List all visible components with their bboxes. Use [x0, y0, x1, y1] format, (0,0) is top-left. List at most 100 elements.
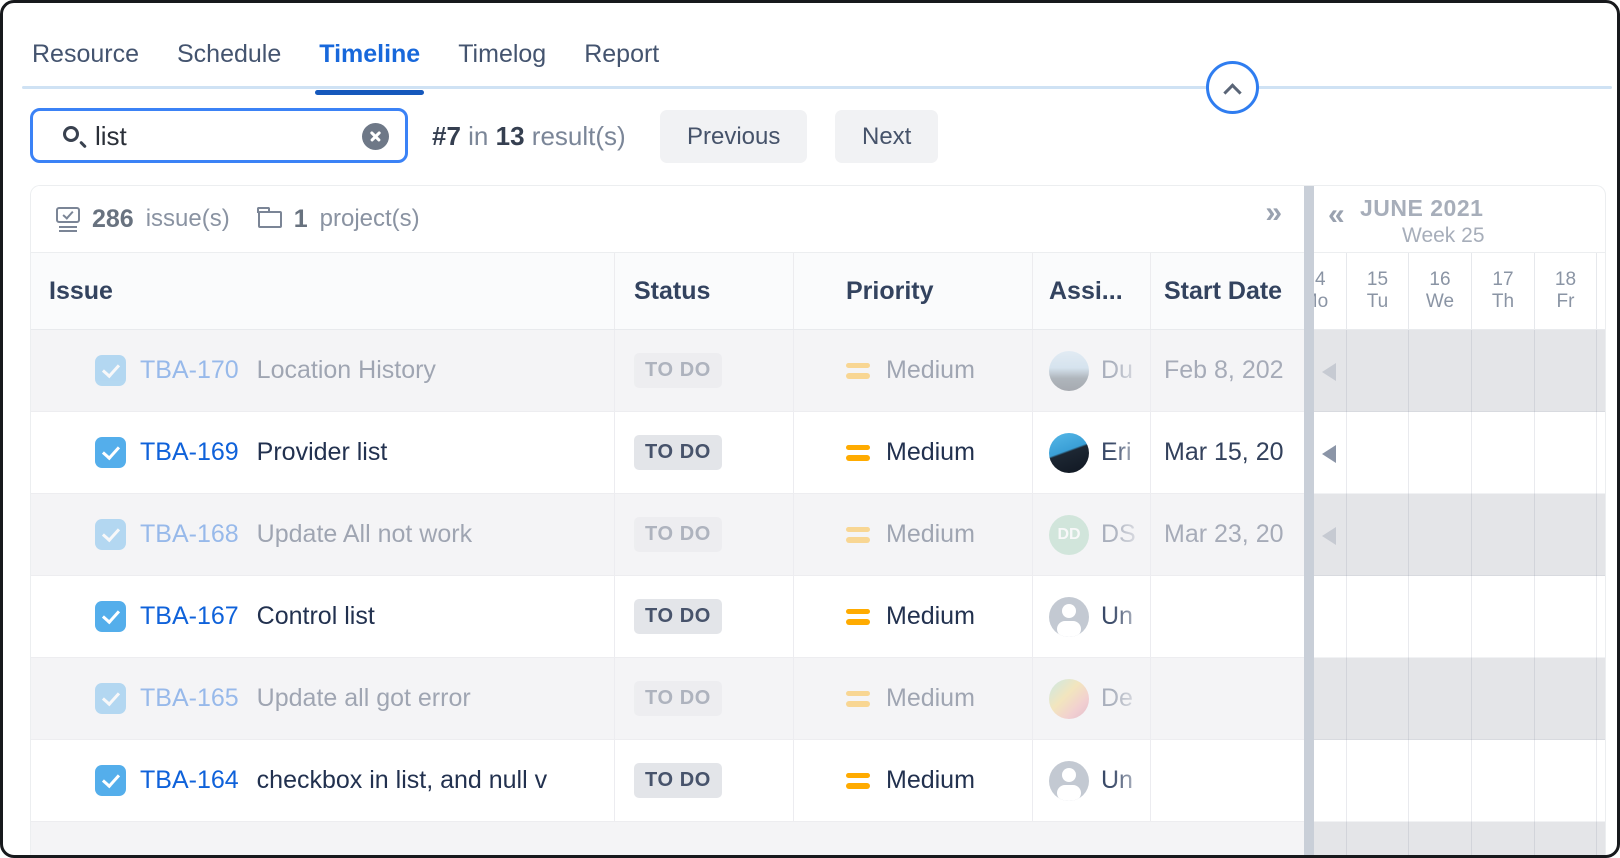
- column-header-issue[interactable]: Issue: [31, 253, 615, 329]
- issue-key-link[interactable]: TBA-164: [140, 766, 239, 794]
- start-date-cell: [1151, 740, 1304, 821]
- timeline-week-label: Week 25: [1402, 224, 1485, 247]
- priority-cell: Medium: [794, 658, 1033, 739]
- text-fade-overlay: [576, 576, 614, 657]
- timeline-row[interactable]: [1314, 658, 1605, 740]
- timeline-row[interactable]: [1314, 494, 1605, 576]
- text-fade-overlay: [576, 740, 614, 821]
- top-tab-bar: Resource Schedule Timeline Timelog Report: [30, 36, 661, 95]
- timeline-row[interactable]: [1314, 330, 1605, 412]
- tab-schedule[interactable]: Schedule: [175, 36, 283, 93]
- text-fade-overlay: [576, 330, 614, 411]
- double-chevron-left-icon[interactable]: «: [1328, 198, 1345, 231]
- tab-resource[interactable]: Resource: [30, 36, 141, 93]
- search-input[interactable]: [95, 115, 345, 157]
- row-checkbox[interactable]: [95, 355, 126, 386]
- row-checkbox[interactable]: [95, 683, 126, 714]
- table-row[interactable]: TBA-168 Update All not work TO DO Medium…: [31, 494, 1304, 576]
- panel-resize-splitter[interactable]: [1304, 186, 1314, 858]
- result-in: in: [468, 121, 489, 151]
- issue-cell: TBA-164 checkbox in list, and null v: [31, 740, 615, 821]
- assignee-cell: De: [1033, 658, 1151, 739]
- table-row[interactable]: TBA-164 checkbox in list, and null v TO …: [31, 740, 1304, 822]
- priority-medium-icon: [846, 444, 870, 461]
- timeline-row[interactable]: [1314, 412, 1605, 494]
- column-header-status[interactable]: Status: [615, 253, 794, 329]
- issue-key-link[interactable]: TBA-168: [140, 520, 239, 548]
- text-fade-overlay: [1112, 740, 1150, 821]
- timeline-panel: « JUNE 2021 Week 25 14Mo 15Tu16We17Th18Fr…: [1314, 186, 1605, 858]
- clear-search-button[interactable]: [362, 123, 389, 150]
- start-date-cell: Mar 15, 20: [1151, 412, 1304, 493]
- timeline-body: [1314, 330, 1605, 858]
- issue-summary: Location History: [256, 356, 436, 384]
- tab-timeline[interactable]: Timeline: [315, 36, 425, 95]
- projects-count: 1: [293, 204, 308, 233]
- assignee-avatar: [1049, 678, 1089, 719]
- offscreen-bar-marker-left[interactable]: [1322, 445, 1336, 463]
- row-checkbox[interactable]: [95, 601, 126, 632]
- row-checkbox[interactable]: [95, 765, 126, 796]
- issues-icon: [56, 207, 80, 228]
- priority-label: Medium: [886, 438, 975, 466]
- priority-medium-icon: [846, 362, 870, 379]
- double-chevron-right-icon[interactable]: »: [1265, 196, 1282, 229]
- table-row-partial: [31, 822, 1304, 858]
- issue-summary: Update all got error: [256, 684, 471, 712]
- status-badge: TO DO: [634, 599, 722, 634]
- assignee-cell: Un: [1033, 740, 1151, 821]
- start-date-value: Feb 8, 202: [1164, 356, 1284, 384]
- issue-key-link[interactable]: TBA-165: [140, 684, 239, 712]
- offscreen-bar-marker-left[interactable]: [1322, 527, 1336, 545]
- assignee-avatar: [1049, 432, 1089, 473]
- status-cell: TO DO: [615, 658, 794, 739]
- assignee-avatar: [1049, 596, 1089, 637]
- assignee-avatar: [1049, 760, 1089, 801]
- issue-summary: Update All not work: [256, 520, 473, 548]
- previous-result-button[interactable]: Previous: [660, 110, 808, 163]
- search-box[interactable]: [30, 108, 408, 163]
- chevron-up-icon: [1223, 83, 1242, 102]
- priority-cell: Medium: [794, 330, 1033, 411]
- assignee-cell: DD DS: [1033, 494, 1151, 575]
- tab-timelog[interactable]: Timelog: [456, 36, 548, 93]
- timeline-row[interactable]: [1314, 576, 1605, 658]
- status-badge: TO DO: [634, 763, 722, 798]
- start-date-cell: [1151, 658, 1304, 739]
- issue-key-link[interactable]: TBA-170: [140, 356, 239, 384]
- issue-key-link[interactable]: TBA-167: [140, 602, 239, 630]
- day-header-th: 17 Th: [1471, 253, 1534, 329]
- status-cell: TO DO: [615, 412, 794, 493]
- issue-table-panel: 286 issue(s) 1 project(s) » Issue Status…: [31, 186, 1304, 858]
- status-cell: TO DO: [615, 330, 794, 411]
- table-header-row: Issue Status Priority Assi... Start Date: [31, 253, 1304, 330]
- row-checkbox[interactable]: [95, 519, 126, 550]
- day-header-we: 16 We: [1408, 253, 1471, 329]
- table-row[interactable]: TBA-170 Location History TO DO Medium Du: [31, 330, 1304, 412]
- column-header-start-date[interactable]: Start Date: [1164, 276, 1283, 305]
- assignee-cell: Un: [1033, 576, 1151, 657]
- issues-count: 286: [92, 204, 134, 233]
- timeline-row-partial: [1314, 822, 1605, 858]
- next-result-button[interactable]: Next: [835, 110, 939, 163]
- column-header-assignee[interactable]: Assi...: [1033, 253, 1151, 329]
- status-cell: TO DO: [615, 494, 794, 575]
- text-fade-overlay: [1112, 330, 1150, 411]
- result-position: #7: [432, 121, 461, 151]
- timeline-day-header: 14Mo 15Tu16We17Th18Fr19Sa: [1314, 253, 1605, 330]
- panel-collapse-button[interactable]: [1206, 61, 1259, 114]
- row-checkbox[interactable]: [95, 437, 126, 468]
- issue-key-link[interactable]: TBA-169: [140, 438, 239, 466]
- day-header-mo: 14Mo: [1314, 269, 1329, 312]
- issue-cell: TBA-169 Provider list: [31, 412, 615, 493]
- offscreen-bar-marker-left[interactable]: [1322, 363, 1336, 381]
- issue-summary: Provider list: [256, 438, 388, 466]
- result-total: 13: [495, 121, 525, 151]
- table-row[interactable]: TBA-167 Control list TO DO Medium Un: [31, 576, 1304, 658]
- table-row[interactable]: TBA-165 Update all got error TO DO Mediu…: [31, 658, 1304, 740]
- projects-label: project(s): [319, 205, 420, 232]
- table-row[interactable]: TBA-169 Provider list TO DO Medium Eri: [31, 412, 1304, 494]
- column-header-priority[interactable]: Priority: [794, 253, 1033, 329]
- timeline-row[interactable]: [1314, 740, 1605, 822]
- tab-report[interactable]: Report: [582, 36, 661, 93]
